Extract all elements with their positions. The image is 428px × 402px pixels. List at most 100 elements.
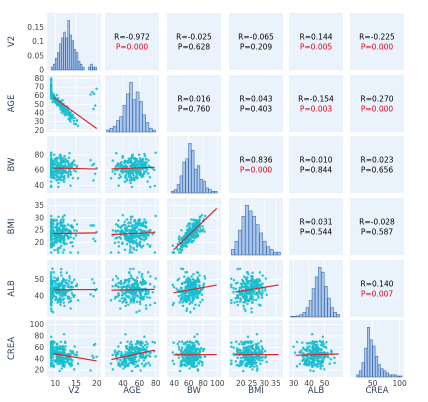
histogram-bar (52, 63, 56, 71)
scatter-point (311, 358, 315, 361)
scatter-point (75, 351, 79, 354)
scatter-point (53, 276, 56, 279)
scatter-point (92, 107, 95, 111)
scatter-point (63, 177, 66, 181)
scatter-point (261, 274, 264, 277)
scatter-point (49, 289, 53, 293)
scatter-point (230, 277, 233, 280)
scatter-point (233, 301, 236, 304)
scatter-point (249, 283, 252, 286)
scatter-point (252, 291, 255, 295)
scatter-point (93, 104, 97, 107)
scatter-point (190, 281, 194, 284)
scatter-point (76, 251, 80, 254)
scatter-point (62, 227, 66, 230)
scatter-point (322, 342, 325, 346)
scatter-point (64, 345, 67, 348)
scatter-point (319, 367, 323, 370)
corr-p-AGE-BW: P=0.760 (178, 105, 211, 114)
scatter-point (260, 349, 263, 352)
scatter-point (192, 307, 196, 310)
scatter-point (62, 180, 66, 183)
histogram-bar (57, 52, 60, 71)
scatter-point (236, 267, 239, 271)
scatter-point (128, 277, 131, 280)
scatter-point (49, 77, 53, 80)
scatter-point (191, 295, 194, 298)
y-axis-label-CREA: CREA (7, 337, 17, 360)
scatter-point (249, 285, 252, 288)
scatter-point (247, 345, 250, 348)
histogram-bar (214, 191, 218, 194)
scatter-point (57, 156, 60, 159)
scatter-point (69, 116, 72, 119)
y-tick-CREA: 80 (34, 331, 44, 340)
scatter-point (121, 241, 124, 244)
scatter-point (304, 360, 307, 364)
scatter-point (311, 360, 315, 363)
scatter-point (191, 365, 194, 368)
x-tick-BMI: 30 (259, 379, 269, 388)
scatter-point (134, 342, 138, 346)
scatter-point (180, 348, 183, 351)
scatter-point (132, 164, 136, 168)
histogram-bar (385, 372, 389, 378)
scatter-point (140, 298, 143, 301)
scatter-point (305, 358, 308, 361)
scatter-point (49, 224, 53, 228)
scatter-point (136, 234, 140, 238)
scatter-point (260, 345, 264, 348)
scatter-point (65, 242, 68, 246)
scatter-point (183, 275, 186, 278)
scatter-point (120, 297, 123, 300)
scatter-point (131, 228, 135, 232)
scatter-point (119, 358, 122, 361)
scatter-point (175, 287, 178, 291)
scatter-point (119, 281, 123, 284)
scatter-point (190, 341, 194, 345)
histogram-bar (273, 251, 278, 256)
scatter-point (329, 357, 333, 361)
scatter-point (49, 154, 53, 158)
histogram-bar (77, 60, 81, 71)
scatter-point (113, 172, 117, 176)
panel-bg-AGE-BW (167, 75, 221, 132)
scatter-point (124, 360, 127, 364)
scatter-point (250, 307, 253, 310)
scatter-point (197, 226, 201, 229)
scatter-point (73, 163, 76, 167)
scatter-point (138, 160, 142, 164)
x-axis-label-BMI: BMI (248, 386, 264, 396)
scatter-point (72, 119, 76, 123)
scatter-point (135, 310, 138, 314)
scatter-point (139, 228, 142, 231)
scatter-point (67, 113, 70, 117)
scatter-point (138, 157, 142, 160)
scatter-point (117, 350, 121, 353)
scatter-point (305, 349, 309, 352)
scatter-point (143, 218, 146, 221)
scatter-point (235, 364, 239, 367)
scatter-point (49, 172, 53, 175)
scatter-point (144, 170, 148, 173)
scatter-point (120, 169, 124, 172)
scatter-point (59, 224, 63, 227)
scatter-point (67, 229, 71, 232)
y-tick-V2: 0.05 (27, 51, 44, 60)
scatter-point (132, 301, 135, 304)
scatter-point (251, 275, 254, 278)
scatter-point (139, 343, 142, 347)
scatter-point (195, 354, 198, 358)
corr-p-AGE-ALB: P=0.003 (300, 105, 333, 114)
scatter-point (67, 156, 71, 159)
scatter-point (123, 159, 127, 163)
scatter-point (49, 361, 53, 365)
scatter-point (129, 157, 133, 160)
scatter-point (195, 280, 198, 283)
histogram-bar (262, 240, 267, 256)
scatter-point (91, 354, 94, 357)
corr-r-BMI-ALB: R=0.031 (300, 218, 333, 227)
scatter-point (153, 184, 157, 188)
scatter-point (178, 238, 182, 242)
scatter-point (238, 300, 242, 304)
